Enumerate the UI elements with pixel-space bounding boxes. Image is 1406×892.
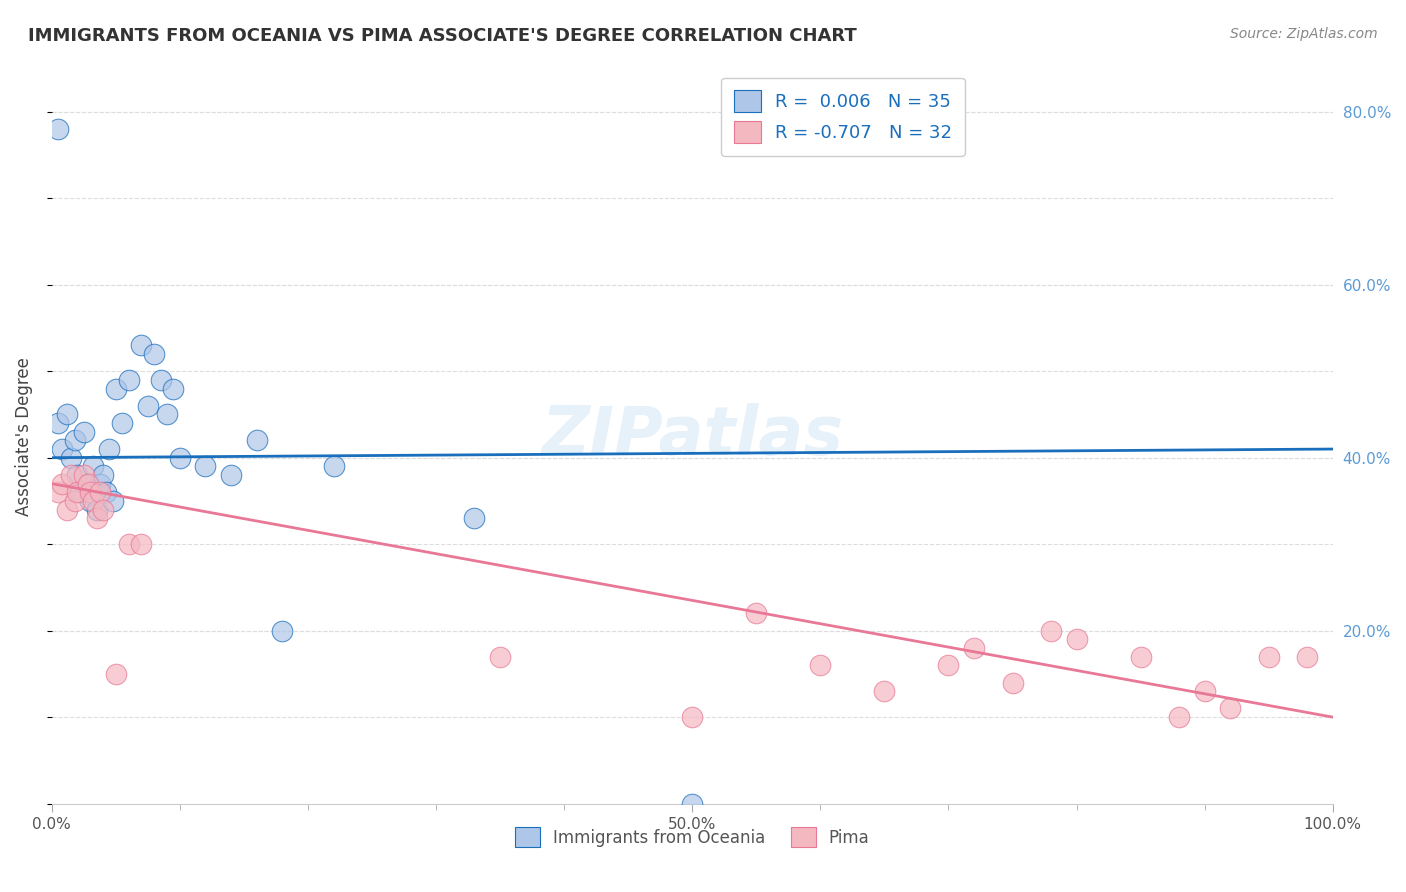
Point (1257, 649, 1279, 664)
Point (63, 494, 86, 508)
Point (963, 640, 986, 655)
Point (104, 666, 127, 681)
Point (131, 338, 153, 352)
Point (162, 382, 184, 396)
Point (322, 459, 344, 474)
Point (117, 373, 139, 387)
Point (463, 511, 485, 525)
Text: Source: ZipAtlas.com: Source: ZipAtlas.com (1230, 27, 1378, 41)
Point (89, 485, 111, 500)
Point (1066, 632, 1088, 647)
Point (681, 710, 703, 724)
Y-axis label: Associate's Degree: Associate's Degree (15, 357, 32, 516)
Point (79, 494, 101, 508)
Point (46, 485, 69, 500)
Point (194, 459, 217, 474)
Point (94, 485, 117, 500)
Point (681, 797, 703, 811)
Point (149, 373, 172, 387)
Point (91, 468, 114, 483)
Point (46, 416, 69, 430)
Point (246, 434, 269, 448)
Point (1168, 710, 1191, 724)
Point (808, 658, 831, 673)
Point (46, 122, 69, 136)
Point (104, 382, 127, 396)
Point (59, 468, 82, 483)
Point (271, 624, 294, 638)
Point (98, 442, 121, 456)
Point (66, 485, 89, 500)
Point (86, 511, 108, 525)
Point (117, 537, 139, 551)
Point (219, 468, 242, 483)
Point (56, 408, 79, 422)
Point (73, 425, 96, 439)
Point (156, 408, 179, 422)
Point (489, 649, 512, 664)
Point (131, 537, 153, 551)
Point (1296, 649, 1319, 664)
Point (51, 442, 73, 456)
Point (873, 684, 896, 698)
Point (69, 485, 91, 500)
Point (938, 658, 960, 673)
Point (1194, 684, 1216, 698)
Point (1219, 701, 1241, 715)
Point (1001, 675, 1024, 690)
Point (745, 607, 768, 621)
Point (79, 485, 101, 500)
Legend: Immigrants from Oceania, Pima: Immigrants from Oceania, Pima (508, 821, 876, 855)
Point (82, 459, 104, 474)
Point (82, 494, 104, 508)
Point (63, 434, 86, 448)
Point (76, 476, 98, 491)
Point (1039, 624, 1062, 638)
Point (59, 450, 82, 465)
Point (91, 502, 114, 516)
Point (1129, 649, 1152, 664)
Point (143, 347, 166, 361)
Point (136, 399, 159, 413)
Text: ZIPatlas: ZIPatlas (541, 403, 844, 469)
Point (51, 476, 73, 491)
Point (56, 502, 79, 516)
Point (89, 476, 111, 491)
Point (66, 468, 89, 483)
Point (73, 468, 96, 483)
Text: IMMIGRANTS FROM OCEANIA VS PIMA ASSOCIATE'S DEGREE CORRELATION CHART: IMMIGRANTS FROM OCEANIA VS PIMA ASSOCIAT… (28, 27, 856, 45)
Point (103, 494, 125, 508)
Point (86, 502, 108, 516)
Point (169, 450, 191, 465)
Point (76, 476, 98, 491)
Point (111, 416, 134, 430)
